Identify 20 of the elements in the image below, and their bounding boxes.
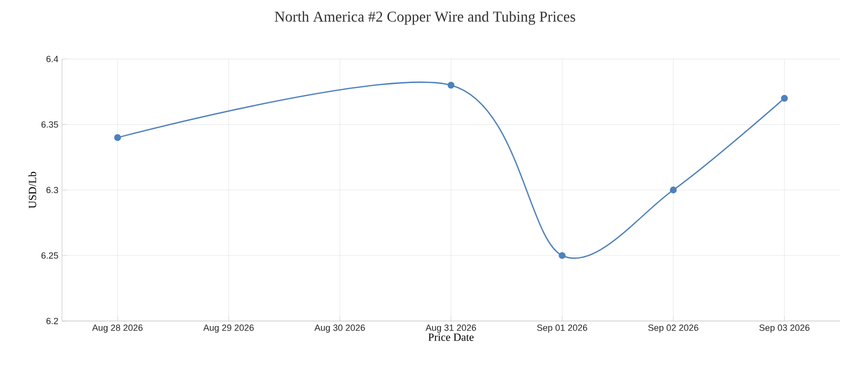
x-tick-label: Sep 01 2026	[537, 324, 588, 333]
y-tick-label: 6.4	[46, 56, 58, 62]
point	[780, 94, 788, 102]
y-tick-label: 6.35	[41, 121, 58, 128]
x-tick-label: Aug 30 2026	[314, 324, 365, 333]
y-tick-label: 6.3	[46, 186, 58, 194]
y-tick-label: 6.25	[41, 252, 58, 259]
x-tick-label: Aug 31 2026	[426, 324, 476, 333]
y-axis-title: USD/Lb	[28, 172, 36, 208]
point	[114, 134, 122, 142]
point	[558, 252, 566, 259]
x-tick-label: Aug 29 2026	[203, 324, 254, 333]
x-tick-label: Aug 28 2026	[92, 324, 143, 333]
x-tick-label: Sep 03 2026	[759, 324, 810, 333]
x-tick-label: Sep 02 2026	[648, 324, 698, 333]
y-tick-label: 6.2	[46, 318, 58, 324]
x-axis-title: Price Date	[428, 334, 474, 341]
point	[670, 186, 677, 194]
point	[448, 82, 454, 89]
chart-title: North America #2 Copper Wire and Tubing Prices	[274, 11, 576, 25]
